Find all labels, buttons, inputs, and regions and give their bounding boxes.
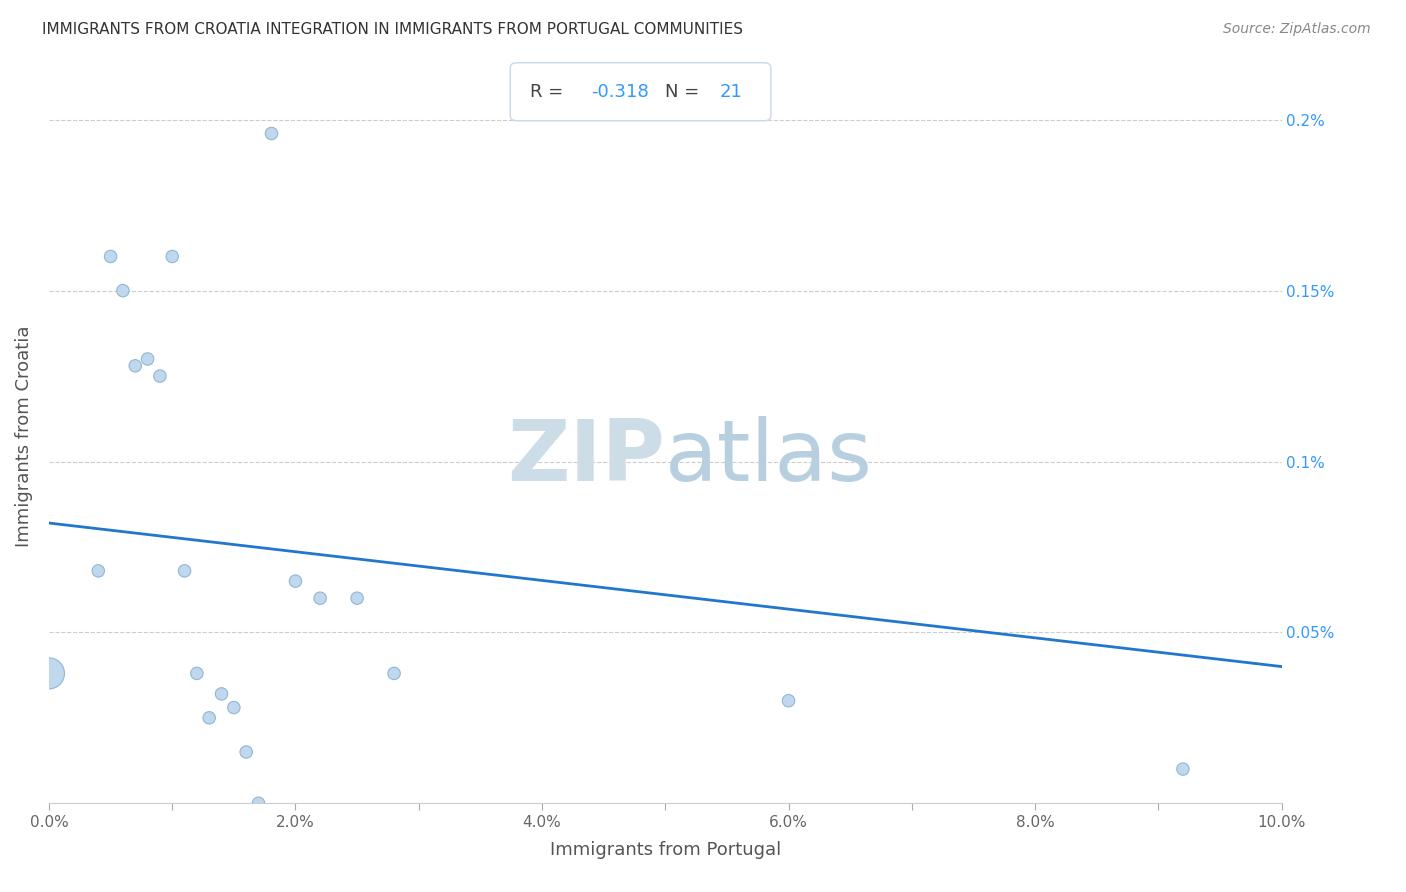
Point	[160, 250, 183, 264]
Y-axis label: Immigrants from Croatia: Immigrants from Croatia	[15, 325, 32, 547]
Point	[198, 711, 221, 725]
Point	[136, 351, 159, 366]
Point	[124, 359, 146, 373]
Point	[309, 591, 332, 606]
Point	[87, 564, 110, 578]
Point	[100, 250, 122, 264]
Point	[38, 666, 60, 681]
Point	[346, 591, 368, 606]
Point	[260, 127, 283, 141]
Point	[211, 687, 233, 701]
Point	[778, 694, 800, 708]
Point	[149, 369, 172, 384]
Point	[173, 564, 195, 578]
Point	[111, 284, 134, 298]
Text: -0.318: -0.318	[592, 83, 650, 101]
Point	[284, 574, 307, 588]
Point	[235, 745, 257, 759]
Point	[382, 666, 405, 681]
Text: ZIP: ZIP	[508, 417, 665, 500]
Point	[186, 666, 208, 681]
Text: IMMIGRANTS FROM CROATIA INTEGRATION IN IMMIGRANTS FROM PORTUGAL COMMUNITIES: IMMIGRANTS FROM CROATIA INTEGRATION IN I…	[42, 22, 744, 37]
Text: Source: ZipAtlas.com: Source: ZipAtlas.com	[1223, 22, 1371, 37]
Point	[222, 700, 245, 714]
Text: atlas: atlas	[665, 417, 873, 500]
Text: 21: 21	[720, 83, 742, 101]
Point	[247, 796, 270, 810]
Text: R =: R =	[530, 83, 568, 101]
X-axis label: Immigrants from Portugal: Immigrants from Portugal	[550, 841, 780, 859]
Point	[1171, 762, 1194, 776]
Text: N =: N =	[665, 83, 706, 101]
